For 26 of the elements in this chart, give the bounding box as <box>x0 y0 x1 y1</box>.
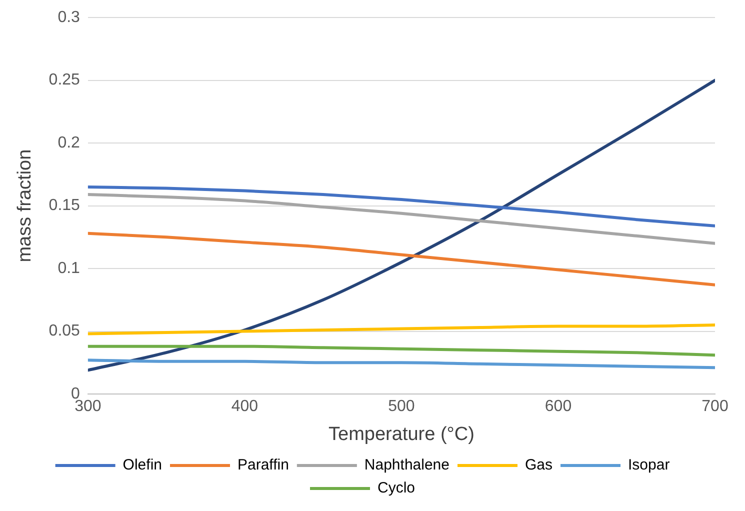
y-tick-label: 0.15 <box>48 197 80 214</box>
legend-label: Gas <box>524 456 553 474</box>
line-series <box>88 344 715 357</box>
line-series <box>88 358 715 370</box>
line-series <box>88 232 715 286</box>
line-series <box>88 185 715 228</box>
x-tick-label: 700 <box>702 398 728 416</box>
legend-label: Paraffin <box>237 456 289 474</box>
y-tick-label: 0.05 <box>48 322 80 340</box>
line-series <box>88 323 715 336</box>
legend-label: Olefin <box>122 456 162 474</box>
y-tick-label: 0.1 <box>58 260 80 277</box>
x-tick-label: 500 <box>388 398 415 416</box>
y-tick-label: 0.25 <box>48 72 80 89</box>
x-tick-label: 300 <box>74 398 102 416</box>
x-tick-label: 400 <box>231 398 258 416</box>
line-series <box>88 78 715 372</box>
y-axis-title: mass fraction <box>14 149 36 262</box>
legend-label: Cyclo <box>377 480 416 497</box>
y-tick-label: 0.3 <box>58 9 80 26</box>
x-tick-label: 600 <box>544 398 572 416</box>
x-axis-title: Temperature (°C) <box>328 424 474 445</box>
y-tick-label: 0.2 <box>58 134 80 152</box>
legend-label: Isopar <box>628 456 670 474</box>
line-series <box>88 193 715 245</box>
legend-label: Naphthalene <box>364 456 450 474</box>
